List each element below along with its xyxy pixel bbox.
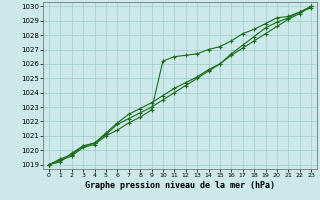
- X-axis label: Graphe pression niveau de la mer (hPa): Graphe pression niveau de la mer (hPa): [85, 181, 275, 190]
